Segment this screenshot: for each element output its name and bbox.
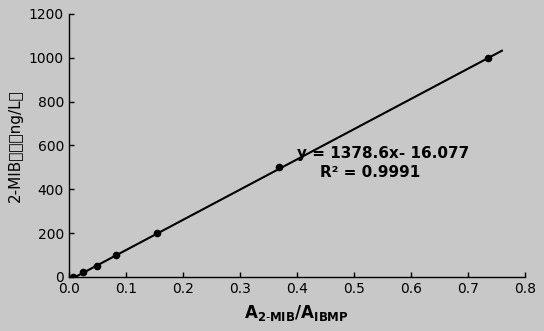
Point <box>153 230 162 236</box>
X-axis label: $\mathbf{A_{2\text{-}MIB}/A_{IBMP}}$: $\mathbf{A_{2\text{-}MIB}/A_{IBMP}}$ <box>244 303 349 323</box>
Point <box>93 263 102 268</box>
Text: R² = 0.9991: R² = 0.9991 <box>319 166 420 180</box>
Text: y = 1378.6x- 16.077: y = 1378.6x- 16.077 <box>297 146 469 161</box>
Point <box>483 55 492 60</box>
Point <box>112 252 121 258</box>
Y-axis label: 2-MIB浓度（ng/L）: 2-MIB浓度（ng/L） <box>8 89 23 202</box>
Point <box>79 270 88 275</box>
Point <box>69 274 78 279</box>
Point <box>274 165 283 170</box>
